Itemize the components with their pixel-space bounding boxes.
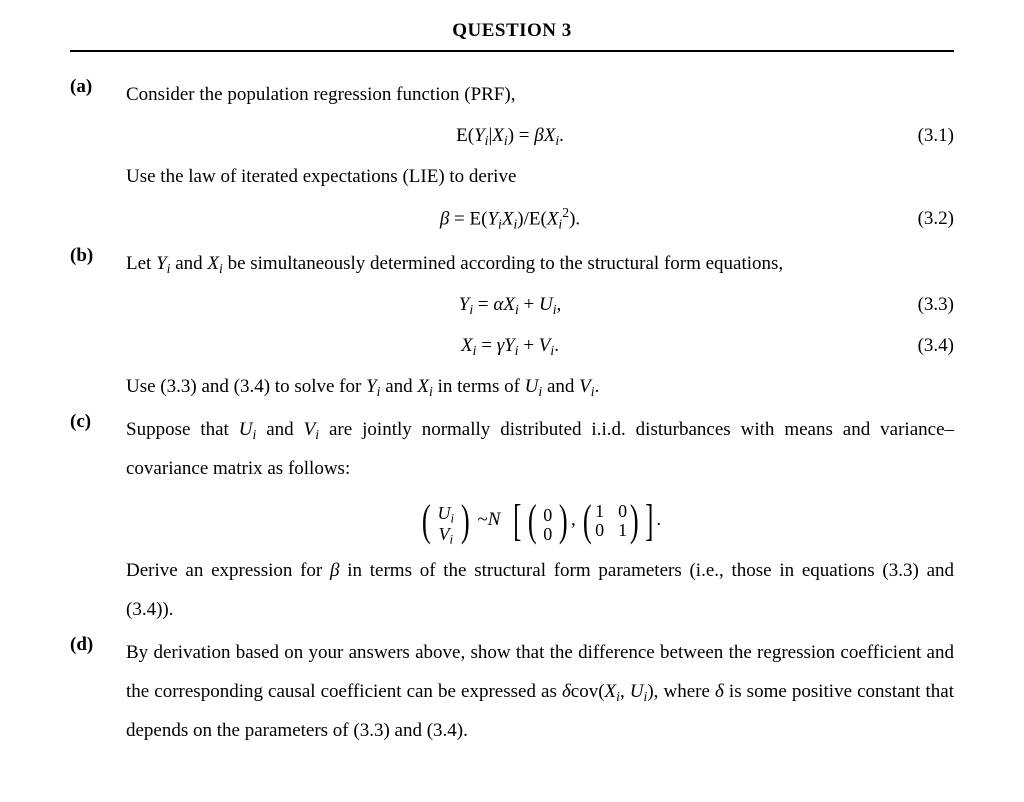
- equation-3-1-expr: E(Yi|Xi) = βXi.: [126, 117, 894, 156]
- part-a-label: (a): [70, 76, 126, 241]
- part-d: (d) By derivation based on your answers …: [70, 634, 954, 751]
- part-d-body: By derivation based on your answers abov…: [126, 634, 954, 751]
- equation-3-3-expr: Yi = αXi + Ui,: [126, 286, 894, 325]
- title-rule: [70, 50, 954, 52]
- part-b-text2-pre: Use (3.3) and (3.4) to solve for: [126, 376, 366, 397]
- equation-3-2: β = E(YiXi)/E(Xi2). (3.2): [126, 199, 954, 239]
- part-b: (b) Let Yi and Xi be simultaneously dete…: [70, 245, 954, 407]
- part-b-text1-pre: Let: [126, 253, 156, 274]
- equation-3-4: Xi = γYi + Vi. (3.4): [126, 327, 954, 366]
- equation-3-3: Yi = αXi + Ui, (3.3): [126, 286, 954, 325]
- equation-3-2-expr: β = E(YiXi)/E(Xi2).: [126, 199, 894, 239]
- part-b-label: (b): [70, 245, 126, 407]
- part-a-text2: Use the law of iterated expectations (LI…: [126, 166, 516, 187]
- question-title: QUESTION 3: [70, 20, 954, 42]
- equation-3-3-number: (3.3): [894, 286, 954, 325]
- part-c-label: (c): [70, 411, 126, 630]
- part-b-text1-post: be simultaneously determined according t…: [223, 253, 783, 274]
- part-c: (c) Suppose that Ui and Vi are jointly n…: [70, 411, 954, 630]
- part-b-text2-mid1: and: [380, 376, 417, 397]
- equation-3-1-number: (3.1): [894, 117, 954, 156]
- equation-3-1: E(Yi|Xi) = βXi. (3.1): [126, 117, 954, 156]
- equation-3-4-expr: Xi = γYi + Vi.: [126, 327, 894, 366]
- part-c-body: Suppose that Ui and Vi are jointly norma…: [126, 411, 954, 630]
- part-c-text1-mid: and: [256, 419, 303, 440]
- part-c-text2: Derive an expression for β in terms of t…: [126, 560, 954, 620]
- part-b-text2-mid3: and: [542, 376, 579, 397]
- equation-3-2-number: (3.2): [894, 200, 954, 239]
- page: QUESTION 3 (a) Consider the population r…: [0, 0, 1024, 775]
- part-d-label: (d): [70, 634, 126, 751]
- part-a-text1: Consider the population regression funct…: [126, 84, 515, 105]
- part-a-body: Consider the population regression funct…: [126, 76, 954, 241]
- part-b-body: Let Yi and Xi be simultaneously determin…: [126, 245, 954, 407]
- part-b-text2-mid2: in terms of: [433, 376, 525, 397]
- part-a: (a) Consider the population regression f…: [70, 76, 954, 241]
- part-b-text2-post: .: [595, 376, 600, 397]
- equation-3-4-number: (3.4): [894, 327, 954, 366]
- distribution-equation: (UiVi) ~N [(00), (1001)].: [126, 495, 954, 546]
- part-b-text1-mid: and: [170, 253, 207, 274]
- part-c-text1-pre: Suppose that: [126, 419, 239, 440]
